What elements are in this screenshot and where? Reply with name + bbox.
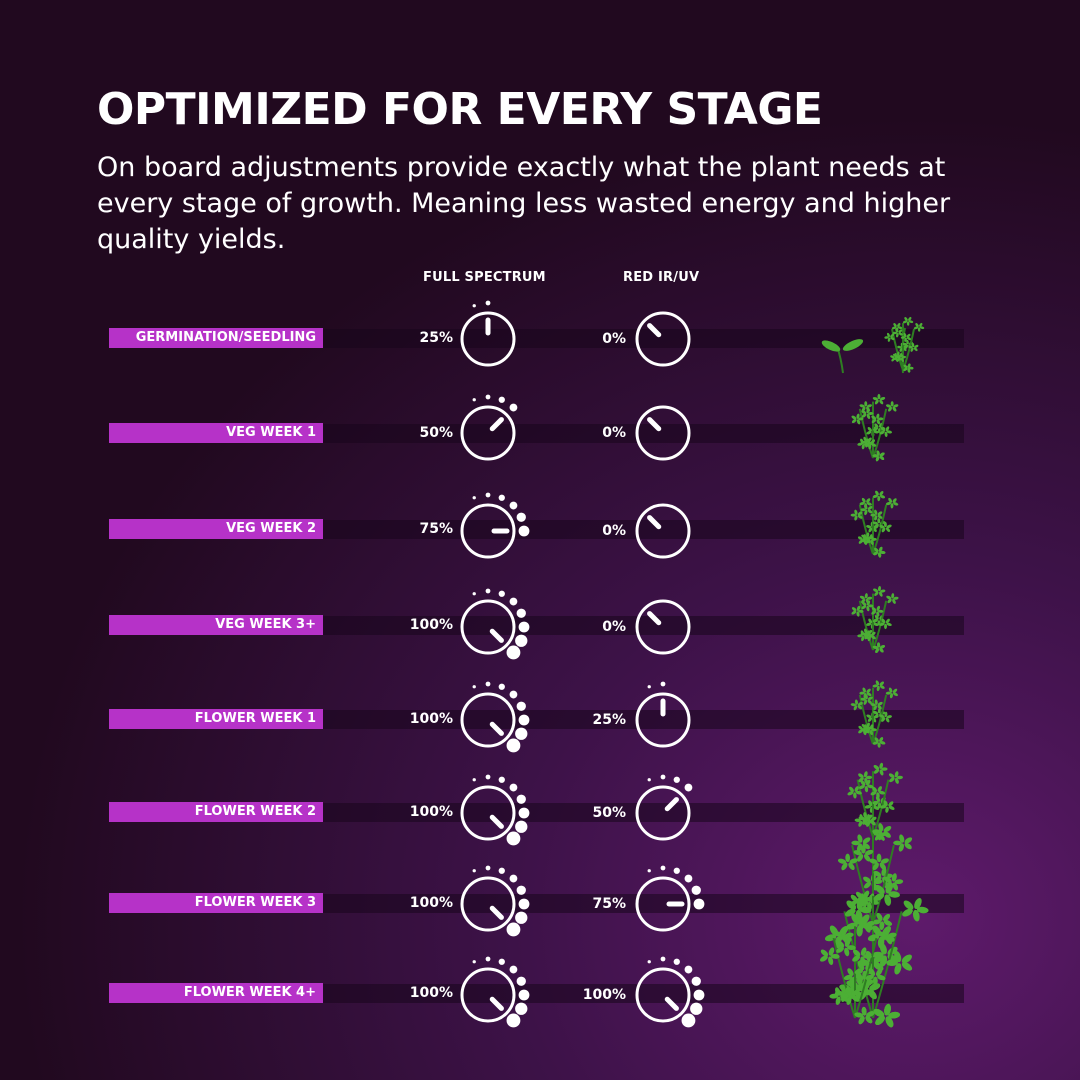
full-spectrum-percent: 50%: [419, 425, 453, 441]
stage-track-bar: [323, 984, 964, 1003]
plant-icon: [850, 490, 899, 558]
red-ir-uv-dial-knob-icon: [635, 311, 691, 367]
stage-label: FLOWER WEEK 4+: [109, 983, 323, 1003]
full-spectrum-dial-knob-icon: [460, 588, 530, 660]
stage-track-bar: [323, 520, 964, 539]
plant-icon: [851, 585, 899, 654]
full-spectrum-percent: 75%: [419, 521, 453, 537]
stage-label: FLOWER WEEK 3: [109, 893, 323, 913]
plant-icon: [851, 393, 899, 462]
red-ir-uv-dial-knob-icon: [635, 865, 705, 932]
plant-icon: [850, 680, 898, 748]
stage-label: FLOWER WEEK 2: [109, 802, 323, 822]
full-spectrum-dial-knob-icon: [460, 865, 530, 937]
red-ir-uv-dial-knob-icon: [635, 681, 691, 748]
full-spectrum-percent: 100%: [409, 985, 453, 1001]
red-ir-uv-percent: 0%: [602, 619, 626, 635]
stage-track-bar: [323, 616, 964, 635]
full-spectrum-percent: 100%: [409, 711, 453, 727]
column-header-red-ir-uv: RED IR/UV: [623, 270, 700, 285]
stage-label: FLOWER WEEK 1: [109, 709, 323, 729]
full-spectrum-percent: 100%: [409, 804, 453, 820]
full-spectrum-percent: 100%: [409, 617, 453, 633]
stage-label: VEG WEEK 3+: [109, 615, 323, 635]
full-spectrum-dial-knob-icon: [460, 681, 530, 753]
red-ir-uv-dial-knob-icon: [635, 774, 693, 841]
red-ir-uv-percent: 25%: [592, 712, 626, 728]
stage-track-bar: [323, 329, 964, 348]
stage-track-bar: [323, 424, 964, 443]
red-ir-uv-percent: 0%: [602, 331, 626, 347]
full-spectrum-percent: 25%: [419, 330, 453, 346]
full-spectrum-dial-knob-icon: [460, 956, 530, 1028]
red-ir-uv-dial-knob-icon: [635, 956, 705, 1028]
red-ir-uv-percent: 0%: [602, 523, 626, 539]
page-subtitle: On board adjustments provide exactly wha…: [97, 152, 951, 255]
red-ir-uv-dial-knob-icon: [635, 599, 691, 655]
red-ir-uv-percent: 50%: [592, 805, 626, 821]
stage-track-bar: [323, 803, 964, 822]
full-spectrum-dial-knob-icon: [460, 492, 530, 559]
plant-icon: [820, 882, 929, 1028]
page-title: OPTIMIZED FOR EVERY STAGE: [97, 84, 823, 135]
column-header-full-spectrum: FULL SPECTRUM: [423, 270, 546, 285]
red-ir-uv-dial-knob-icon: [635, 405, 691, 461]
red-ir-uv-percent: 0%: [602, 425, 626, 441]
seedling-icon: [821, 316, 925, 374]
full-spectrum-dial-knob-icon: [460, 394, 518, 461]
full-spectrum-dial-knob-icon: [460, 774, 530, 846]
red-ir-uv-percent: 75%: [592, 896, 626, 912]
stage-label: GERMINATION/SEEDLING: [109, 328, 323, 348]
full-spectrum-percent: 100%: [409, 895, 453, 911]
red-ir-uv-dial-knob-icon: [635, 503, 691, 559]
stage-track-bar: [323, 894, 964, 913]
red-ir-uv-percent: 100%: [582, 987, 626, 1003]
stage-track-bar: [323, 710, 964, 729]
full-spectrum-dial-knob-icon: [460, 300, 516, 367]
stage-label: VEG WEEK 2: [109, 519, 323, 539]
stage-label: VEG WEEK 1: [109, 423, 323, 443]
